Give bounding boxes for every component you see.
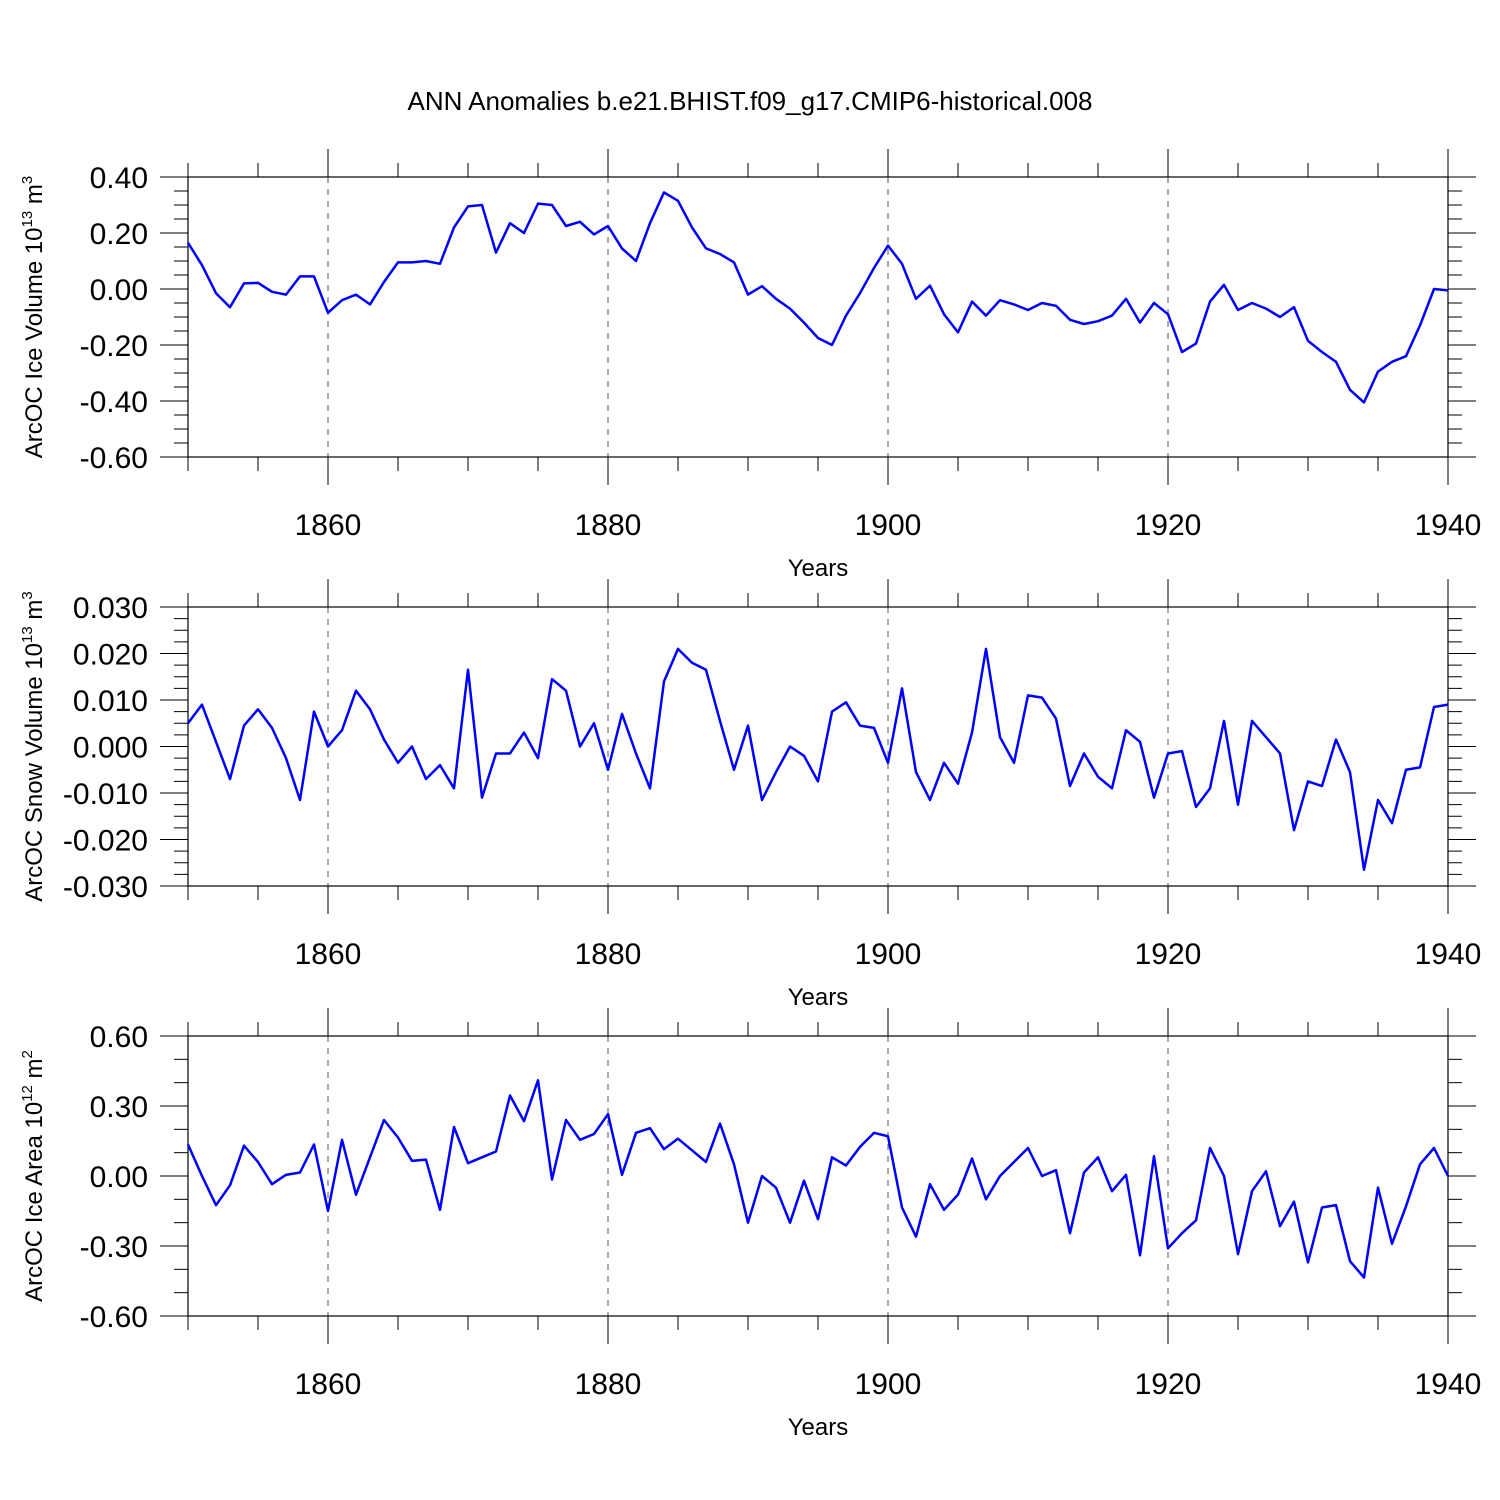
series-line bbox=[186, 1079, 1450, 1279]
y-axis-label-text: m bbox=[21, 184, 48, 211]
y-axis-label-text: m bbox=[21, 1058, 48, 1085]
y-axis-label-text: ArcOC Snow Volume 10 bbox=[21, 643, 48, 902]
y-axis-label-superscript: 2 bbox=[19, 1050, 36, 1058]
panels: -0.60 -0.40 -0.20 0.00 0.20 0.40 1860 1880 1900 1… bbox=[19, 149, 1481, 1441]
x-tick-label: 1920 bbox=[1135, 938, 1202, 971]
y-tick-label: -0.30 bbox=[80, 1231, 148, 1264]
y-tick-label: 0.020 bbox=[73, 639, 148, 672]
x-tick-label: 1940 bbox=[1415, 1368, 1482, 1401]
x-axis-label: Years bbox=[788, 555, 849, 582]
y-tick-label: -0.40 bbox=[80, 386, 148, 419]
y-tick-label: -0.60 bbox=[80, 442, 148, 475]
y-axis-label-superscript: 12 bbox=[19, 1085, 36, 1102]
plot-frame bbox=[187, 606, 1449, 887]
y-tick-label: 0.000 bbox=[73, 732, 148, 765]
y-tick-label: -0.010 bbox=[63, 778, 148, 811]
x-tick-label: 1900 bbox=[855, 509, 922, 542]
y-tick-label: 0.60 bbox=[90, 1021, 148, 1054]
x-axis-label: Years bbox=[788, 984, 849, 1011]
y-axis-label-text: ArcOC Ice Volume 10 bbox=[21, 227, 48, 458]
x-tick-label: 1880 bbox=[575, 509, 642, 542]
y-axis-label: ArcOC Snow Volume 1013 m3 bbox=[19, 591, 48, 902]
y-tick-label: 0.010 bbox=[73, 685, 148, 718]
panel-3: -0.60 -0.30 0.00 0.30 0.60 1860 1880 1900 1920 19… bbox=[19, 1008, 1481, 1441]
x-tick-label: 1860 bbox=[295, 938, 362, 971]
plot-frame bbox=[187, 1035, 1449, 1317]
x-tick-label: 1920 bbox=[1135, 509, 1202, 542]
y-axis-label-text: m bbox=[21, 600, 48, 627]
y-axis-label: ArcOC Ice Volume 1013 m3 bbox=[19, 176, 48, 458]
x-tick-label: 1900 bbox=[855, 1368, 922, 1401]
y-axis-label-superscript: 13 bbox=[19, 626, 36, 643]
y-tick-label: 0.40 bbox=[90, 162, 148, 195]
y-tick-label: 0.00 bbox=[90, 1161, 148, 1194]
x-tick-label: 1860 bbox=[295, 509, 362, 542]
x-tick-label: 1940 bbox=[1415, 938, 1482, 971]
x-tick-label: 1880 bbox=[575, 938, 642, 971]
x-tick-label: 1860 bbox=[295, 1368, 362, 1401]
y-tick-label: -0.020 bbox=[63, 825, 148, 858]
y-tick-label: -0.030 bbox=[63, 871, 148, 904]
panel-2: -0.030 -0.020 -0.010 0.000 0.010 0.020 0.030 18… bbox=[19, 579, 1481, 1011]
panel-1: -0.60 -0.40 -0.20 0.00 0.20 0.40 1860 1880 1900 1… bbox=[19, 149, 1481, 582]
x-tick-label: 1900 bbox=[855, 938, 922, 971]
y-tick-label: 0.030 bbox=[73, 592, 148, 625]
y-axis-label: ArcOC Ice Area 1012 m2 bbox=[19, 1050, 48, 1302]
x-axis-label: Years bbox=[788, 1414, 849, 1441]
plot-frame bbox=[187, 176, 1449, 458]
figure-title: ANN Anomalies b.e21.BHIST.f09_g17.CMIP6-… bbox=[407, 86, 1092, 116]
y-axis-label-superscript: 3 bbox=[19, 176, 36, 184]
y-tick-label: 0.30 bbox=[90, 1091, 148, 1124]
x-tick-label: 1920 bbox=[1135, 1368, 1202, 1401]
y-tick-label: 0.20 bbox=[90, 218, 148, 251]
series-line bbox=[187, 647, 1449, 871]
y-tick-label: -0.20 bbox=[80, 330, 148, 363]
y-axis-label-superscript: 3 bbox=[19, 591, 36, 599]
series-line bbox=[186, 191, 1449, 404]
y-tick-label: 0.00 bbox=[90, 274, 148, 307]
y-axis-label-superscript: 13 bbox=[19, 211, 36, 228]
x-tick-label: 1880 bbox=[575, 1368, 642, 1401]
x-tick-label: 1940 bbox=[1415, 509, 1482, 542]
y-tick-label: -0.60 bbox=[80, 1301, 148, 1334]
y-axis-label-text: ArcOC Ice Area 10 bbox=[21, 1102, 48, 1302]
